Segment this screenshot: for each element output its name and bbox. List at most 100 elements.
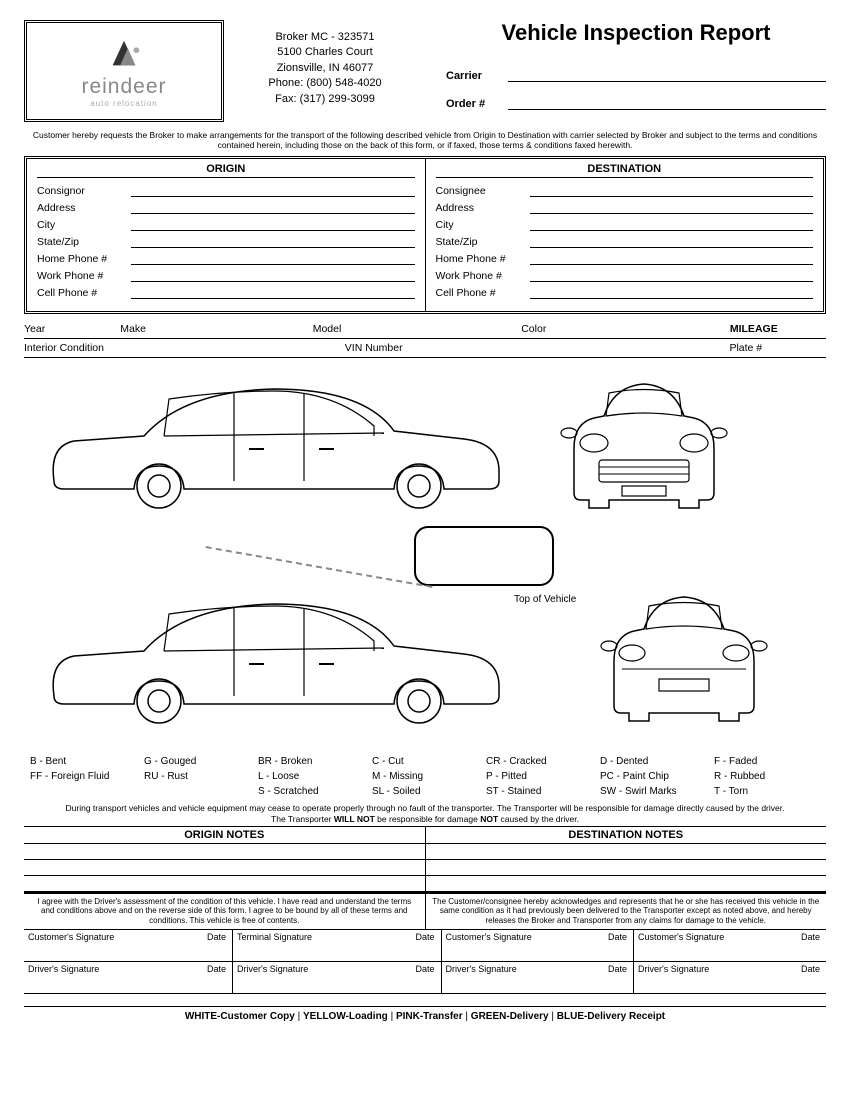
addr-label: Home Phone # bbox=[436, 253, 530, 265]
sig-terminal[interactable]: Terminal SignatureDate bbox=[233, 930, 442, 962]
broker-info: Broker MC - 323571 5100 Charles Court Zi… bbox=[240, 20, 410, 124]
origin-note-line[interactable] bbox=[24, 859, 425, 875]
addr-input[interactable] bbox=[131, 286, 415, 299]
car-side-view-1 bbox=[24, 371, 524, 516]
origin-note-line[interactable] bbox=[24, 875, 425, 891]
order-input[interactable] bbox=[508, 96, 826, 110]
car-rear-view bbox=[584, 581, 784, 731]
dest-note-line[interactable] bbox=[425, 859, 826, 875]
car-diagrams: Top of Vehicle bbox=[24, 368, 826, 746]
transport-note: During transport vehicles and vehicle eq… bbox=[24, 803, 826, 823]
carrier-label: Carrier bbox=[446, 70, 508, 82]
legend-item: FF - Foreign Fluid bbox=[30, 771, 136, 782]
interior-label: Interior Condition bbox=[24, 342, 345, 354]
plate-label: Plate # bbox=[666, 342, 826, 354]
addr-label: Consignee bbox=[436, 185, 530, 197]
mileage-label: MILEAGE bbox=[682, 323, 826, 335]
color-label: Color bbox=[521, 323, 681, 335]
dest-field: State/Zip bbox=[436, 235, 814, 248]
addr-label: Address bbox=[37, 202, 131, 214]
origin-note-line[interactable] bbox=[24, 843, 425, 859]
origin-field: City bbox=[37, 218, 415, 231]
addr-input[interactable] bbox=[131, 269, 415, 282]
top-of-vehicle-box bbox=[414, 526, 554, 586]
legend-item: P - Pitted bbox=[486, 771, 592, 782]
dest-note-line[interactable] bbox=[425, 843, 826, 859]
dest-notes-header: DESTINATION NOTES bbox=[425, 826, 826, 843]
model-label: Model bbox=[313, 323, 522, 335]
legend-item: PC - Paint Chip bbox=[600, 771, 706, 782]
title-block: Vehicle Inspection Report Carrier Order … bbox=[426, 20, 826, 124]
addr-label: Cell Phone # bbox=[436, 287, 530, 299]
vin-label: VIN Number bbox=[345, 342, 666, 354]
addr-label: Home Phone # bbox=[37, 253, 131, 265]
addr-input[interactable] bbox=[530, 269, 814, 282]
legend-item: D - Dented bbox=[600, 756, 706, 767]
addr-input[interactable] bbox=[530, 218, 814, 231]
addr-input[interactable] bbox=[131, 218, 415, 231]
broker-fax: Fax: (317) 299-3099 bbox=[240, 92, 410, 107]
sig-customer-1[interactable]: Customer's SignatureDate bbox=[24, 930, 233, 962]
logo-box: reindeer auto relocation bbox=[24, 20, 224, 122]
sig-driver-1[interactable]: Driver's SignatureDate bbox=[24, 962, 233, 994]
sig-driver-2[interactable]: Driver's SignatureDate bbox=[233, 962, 442, 994]
order-field: Order # bbox=[446, 96, 826, 110]
car-side-view-2 bbox=[24, 586, 524, 731]
addr-label: State/Zip bbox=[436, 236, 530, 248]
addr-label: Work Phone # bbox=[37, 270, 131, 282]
logo-icon bbox=[105, 35, 143, 73]
addr-label: Work Phone # bbox=[436, 270, 530, 282]
sig-customer-2[interactable]: Customer's SignatureDate bbox=[441, 930, 633, 962]
legend-item: SW - Swirl Marks bbox=[600, 786, 706, 797]
header-row: reindeer auto relocation Broker MC - 323… bbox=[24, 20, 826, 124]
origin-field: State/Zip bbox=[37, 235, 415, 248]
legend-item bbox=[144, 786, 250, 797]
addr-input[interactable] bbox=[131, 184, 415, 197]
dest-field: Consignee bbox=[436, 184, 814, 197]
addr-label: City bbox=[436, 219, 530, 231]
sig-driver-3[interactable]: Driver's SignatureDate bbox=[441, 962, 633, 994]
notes-table: ORIGIN NOTES DESTINATION NOTES bbox=[24, 826, 826, 892]
dest-field: Cell Phone # bbox=[436, 286, 814, 299]
car-front-view bbox=[544, 368, 744, 518]
sig-driver-4[interactable]: Driver's SignatureDate bbox=[634, 962, 827, 994]
addr-input[interactable] bbox=[131, 201, 415, 214]
addr-input[interactable] bbox=[530, 184, 814, 197]
dest-field: Address bbox=[436, 201, 814, 214]
legend-item: T - Torn bbox=[714, 786, 820, 797]
dest-field: City bbox=[436, 218, 814, 231]
origin-field: Cell Phone # bbox=[37, 286, 415, 299]
dest-note-line[interactable] bbox=[425, 875, 826, 891]
origin-dest-box: ORIGIN ConsignorAddressCityState/ZipHome… bbox=[24, 156, 826, 314]
company-name: reindeer bbox=[81, 75, 166, 99]
addr-input[interactable] bbox=[530, 235, 814, 248]
addr-input[interactable] bbox=[530, 286, 814, 299]
legend-item: L - Loose bbox=[258, 771, 364, 782]
broker-mc: Broker MC - 323571 bbox=[240, 30, 410, 45]
agreement-right: The Customer/consignee hereby acknowledg… bbox=[426, 894, 827, 929]
carrier-input[interactable] bbox=[508, 68, 826, 82]
legend-item: G - Gouged bbox=[144, 756, 250, 767]
footer-copies: WHITE-Customer Copy | YELLOW-Loading | P… bbox=[24, 1006, 826, 1022]
sig-customer-3[interactable]: Customer's SignatureDate bbox=[634, 930, 827, 962]
destination-section: DESTINATION ConsigneeAddressCityState/Zi… bbox=[426, 159, 824, 311]
addr-input[interactable] bbox=[131, 252, 415, 265]
legend-item: SL - Soiled bbox=[372, 786, 478, 797]
company-tagline: auto relocation bbox=[90, 99, 157, 108]
legend-item bbox=[30, 786, 136, 797]
addr-input[interactable] bbox=[530, 201, 814, 214]
vehicle-info: Year Make Model Color MILEAGE Interior C… bbox=[24, 320, 826, 358]
damage-legend: B - BentG - GougedBR - BrokenC - CutCR -… bbox=[30, 756, 820, 797]
origin-field: Address bbox=[37, 201, 415, 214]
legend-item: B - Bent bbox=[30, 756, 136, 767]
agreement-left: I agree with the Driver's assessment of … bbox=[24, 894, 426, 929]
make-label: Make bbox=[120, 323, 312, 335]
addr-input[interactable] bbox=[131, 235, 415, 248]
legend-item: ST - Stained bbox=[486, 786, 592, 797]
vehicle-row2: Interior Condition VIN Number Plate # bbox=[24, 339, 826, 358]
addr-input[interactable] bbox=[530, 252, 814, 265]
main-title: Vehicle Inspection Report bbox=[446, 20, 826, 46]
addr-label: Address bbox=[436, 202, 530, 214]
origin-field: Home Phone # bbox=[37, 252, 415, 265]
origin-header: ORIGIN bbox=[37, 163, 415, 178]
